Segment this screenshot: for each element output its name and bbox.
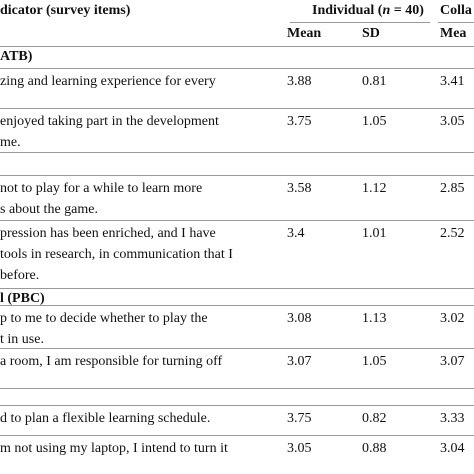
section-label: l (PBC) <box>0 291 45 306</box>
row-rule <box>0 348 474 349</box>
item-text: before. <box>0 268 40 283</box>
header-mean: Mean <box>287 26 322 41</box>
row-rule <box>0 388 474 389</box>
mean-cell: 3.07 <box>287 354 312 369</box>
row-rule <box>0 68 474 69</box>
mean-cell: 3.75 <box>287 114 312 129</box>
item-text: t in use. <box>0 332 44 347</box>
item-text: not to play for a while to learn more <box>0 181 203 196</box>
item-text: d to plan a flexible learning schedule. <box>0 411 211 426</box>
mean2-cell: 3.02 <box>440 311 465 326</box>
header-indicator: dicator (survey items) <box>0 3 131 18</box>
sd-cell: 0.88 <box>362 441 387 456</box>
mean2-cell: 3.07 <box>440 354 465 369</box>
row-rule <box>0 288 474 289</box>
sd-cell: 1.12 <box>362 181 387 196</box>
item-text: p to me to decide whether to play the <box>0 311 208 326</box>
header-rule <box>438 22 474 23</box>
sd-cell: 0.81 <box>362 74 387 89</box>
sd-cell: 1.13 <box>362 311 387 326</box>
header-sd: SD <box>362 26 380 41</box>
mean2-cell: 3.04 <box>440 441 465 456</box>
item-text: enjoyed taking part in the development <box>0 114 219 129</box>
row-rule <box>0 305 474 306</box>
sd-cell: 0.82 <box>362 411 387 426</box>
row-rule <box>0 152 474 153</box>
row-rule <box>0 220 474 221</box>
header-text: Individual ( <box>312 3 383 18</box>
mean-cell: 3.58 <box>287 181 312 196</box>
mean2-cell: 3.33 <box>440 411 465 426</box>
row-rule <box>0 405 474 406</box>
item-text: tools in research, in communication that… <box>0 247 233 262</box>
header-group2: Colla <box>440 3 472 18</box>
mean-cell: 3.4 <box>287 226 305 241</box>
item-text: pression has been enriched, and I have <box>0 226 216 241</box>
mean-cell: 3.05 <box>287 441 312 456</box>
mean-cell: 3.88 <box>287 74 312 89</box>
row-rule <box>0 435 474 436</box>
mean2-cell: 2.85 <box>440 181 465 196</box>
header-rule <box>290 22 430 23</box>
header-text: = 40) <box>390 3 424 18</box>
rule <box>0 46 474 47</box>
row-rule <box>0 108 474 109</box>
section-label: ATB) <box>0 49 33 64</box>
mean2-cell: 2.52 <box>440 226 465 241</box>
header-group1: Individual (n = 40) <box>312 1 424 21</box>
item-text: zing and learning experience for every <box>0 74 216 89</box>
sd-cell: 1.05 <box>362 114 387 129</box>
mean2-cell: 3.05 <box>440 114 465 129</box>
mean2-cell: 3.41 <box>440 74 465 89</box>
header-mean2: Mea <box>440 26 467 41</box>
item-text: m not using my laptop, I intend to turn … <box>0 441 228 456</box>
row-rule <box>0 175 474 176</box>
item-text: me. <box>0 135 21 150</box>
mean-cell: 3.75 <box>287 411 312 426</box>
header-n: n <box>382 3 391 18</box>
sd-cell: 1.01 <box>362 226 387 241</box>
mean-cell: 3.08 <box>287 311 312 326</box>
sd-cell: 1.05 <box>362 354 387 369</box>
item-text: a room, I am responsible for turning off <box>0 354 223 369</box>
item-text: s about the game. <box>0 202 98 217</box>
